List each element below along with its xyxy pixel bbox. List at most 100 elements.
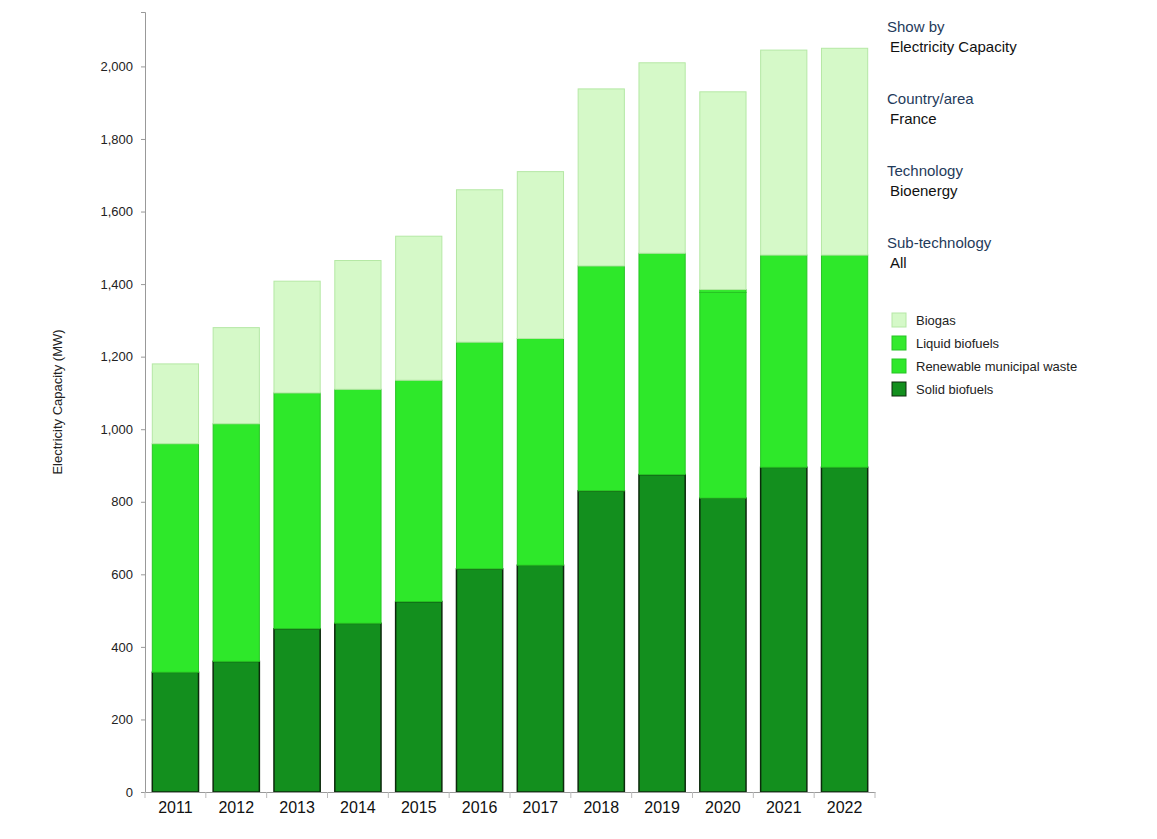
series-bars xyxy=(152,253,867,672)
bar-segment xyxy=(578,266,624,491)
y-tick: 600 xyxy=(111,567,145,582)
bar-segment xyxy=(213,328,259,424)
y-tick-label: 1,200 xyxy=(100,349,133,364)
x-tick-label: 2011 xyxy=(158,799,193,816)
filter-heading: Technology xyxy=(887,162,963,179)
bar-segment xyxy=(700,498,746,792)
bar-segment xyxy=(639,475,685,792)
filter-value: Bioenergy xyxy=(890,182,958,199)
y-tick-label: 1,600 xyxy=(100,204,133,219)
bar-segment xyxy=(152,364,198,444)
x-separator xyxy=(145,792,146,798)
x-tick: 2014 xyxy=(340,792,376,816)
y-tick-label: 1,000 xyxy=(100,422,133,437)
legend-item: Solid biofuels xyxy=(892,382,994,397)
y-tick-mark xyxy=(141,139,145,140)
bar-segment xyxy=(517,339,563,566)
x-tick: 2018 xyxy=(583,792,619,816)
y-axis-title: Electricity Capacity (MW) xyxy=(50,329,65,474)
x-separators xyxy=(145,792,875,798)
bar-segment xyxy=(274,393,320,629)
filter-value: Electricity Capacity xyxy=(890,38,1017,55)
y-tick-label: 400 xyxy=(111,640,133,655)
bar-segment xyxy=(639,253,685,474)
y-tick-mark xyxy=(141,212,145,213)
x-tick-label: 2022 xyxy=(827,799,863,816)
y-tick-mark xyxy=(141,502,145,503)
y-axis-line xyxy=(141,13,146,793)
y-tick-mark xyxy=(141,284,145,285)
bar-segment xyxy=(821,48,867,255)
legend-item: Renewable municipal waste xyxy=(892,359,1077,374)
filter-heading: Show by xyxy=(887,18,945,35)
x-tick-label: 2015 xyxy=(401,799,437,816)
legend-label: Liquid biofuels xyxy=(916,336,1000,351)
legend-label: Renewable municipal waste xyxy=(916,359,1077,374)
y-tick-label: 1,400 xyxy=(100,277,133,292)
y-tick: 1,000 xyxy=(100,422,145,437)
legend: Biogas Liquid biofuels Renewable municipal… xyxy=(892,313,1077,397)
x-tick: 2021 xyxy=(766,792,802,816)
bar-segment xyxy=(700,292,746,498)
bar-segment xyxy=(700,92,746,290)
x-tick: 2015 xyxy=(401,792,437,816)
bar-segment xyxy=(456,190,502,342)
plot: 02004006008001,0001,2001,4001,6001,8002,… xyxy=(100,13,875,817)
x-tick-label: 2019 xyxy=(644,799,680,816)
y-tick-mark xyxy=(141,429,145,430)
x-separator xyxy=(510,792,511,798)
y-tick: 1,200 xyxy=(100,349,145,364)
x-tick: 2022 xyxy=(827,792,863,816)
y-tick-mark xyxy=(141,647,145,648)
bar-segment xyxy=(821,255,867,467)
bar-segment xyxy=(578,89,624,266)
bar-segment xyxy=(335,389,381,623)
x-tick: 2016 xyxy=(462,792,498,816)
bar-segment xyxy=(152,672,198,792)
x-tick: 2020 xyxy=(705,792,741,816)
filter-value: France xyxy=(890,110,937,127)
x-axis: 2011201220132014201520162017201820192020… xyxy=(145,792,876,816)
bar-segment xyxy=(517,172,563,339)
legend-swatch xyxy=(892,382,906,396)
bar-segment xyxy=(335,623,381,792)
x-tick-label: 2016 xyxy=(462,799,498,816)
y-tick: 1,800 xyxy=(100,132,145,147)
y-tick-label: 600 xyxy=(111,567,133,582)
bar-segment xyxy=(761,255,807,467)
bar-segment xyxy=(152,444,198,673)
bar-segment xyxy=(761,50,807,255)
bar-segment xyxy=(274,629,320,792)
y-tick: 0 xyxy=(126,785,145,800)
bar-segment xyxy=(456,569,502,792)
y-tick-mark xyxy=(141,66,145,67)
bar-segment xyxy=(335,261,381,390)
x-tick: 2013 xyxy=(279,792,315,816)
y-tick-mark xyxy=(141,357,145,358)
legend-swatch xyxy=(892,336,906,350)
x-separator xyxy=(449,792,450,798)
legend-item: Biogas xyxy=(892,313,956,328)
y-tick-label: 1,800 xyxy=(100,132,133,147)
bar-segment xyxy=(639,63,685,253)
x-tick: 2019 xyxy=(644,792,680,816)
x-tick-label: 2017 xyxy=(523,799,559,816)
x-tick-label: 2014 xyxy=(340,799,376,816)
chart: 02004006008001,0001,2001,4001,6001,8002,… xyxy=(0,0,1157,839)
legend-swatch xyxy=(892,359,906,373)
x-separator xyxy=(205,792,206,798)
x-separator xyxy=(266,792,267,798)
legend-item: Liquid biofuels xyxy=(892,336,1000,351)
y-tick: 2,000 xyxy=(100,59,145,74)
x-separator xyxy=(327,792,328,798)
x-separator xyxy=(875,792,876,798)
y-tick-mark xyxy=(141,574,145,575)
y-tick: 1,400 xyxy=(100,277,145,292)
legend-label: Biogas xyxy=(916,313,956,328)
legend-label: Solid biofuels xyxy=(916,382,994,397)
series-bars xyxy=(152,48,867,443)
x-tick-label: 2013 xyxy=(279,799,315,816)
x-separator xyxy=(692,792,693,798)
y-tick-mark xyxy=(141,719,145,720)
bar-segment xyxy=(213,424,259,662)
